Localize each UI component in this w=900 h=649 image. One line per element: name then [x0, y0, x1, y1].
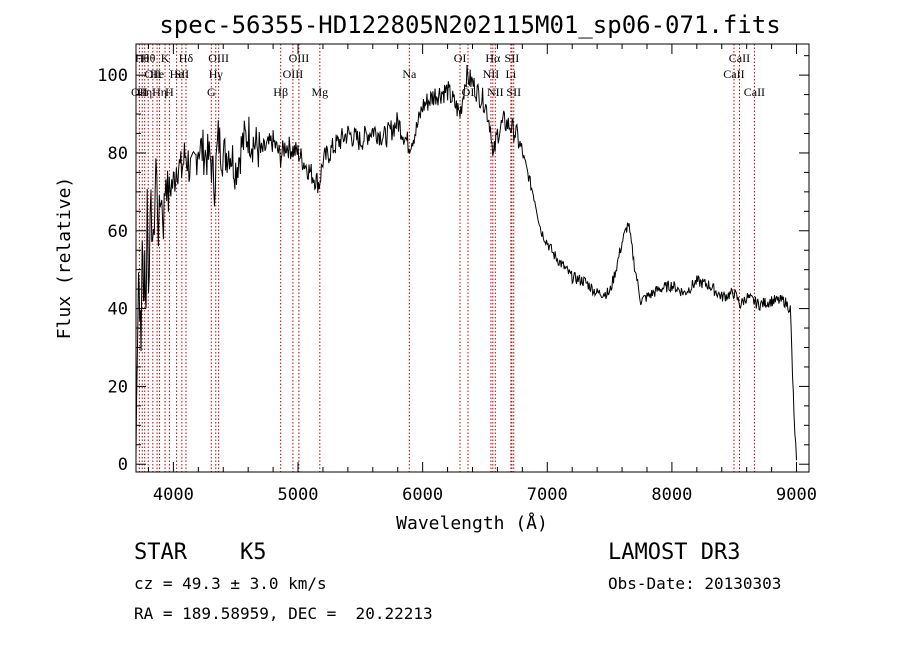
- y-tick-label: 100: [97, 66, 128, 86]
- y-tick-label: 0: [118, 455, 128, 475]
- spectral-line-label: SII: [506, 85, 521, 99]
- spectral-line-label: G: [207, 85, 216, 99]
- spectral-line-label: OII: [144, 67, 161, 81]
- spectral-line-label: CaII: [723, 67, 744, 81]
- x-tick-label: 6000: [402, 485, 443, 505]
- y-axis-ticks: 0 20 40 60 80 100: [97, 55, 809, 475]
- object-class: STAR: [134, 540, 187, 565]
- spectral-line-label: Hη: [137, 85, 152, 99]
- object-subclass: K5: [240, 540, 267, 565]
- spectral-line-label: He: [150, 67, 164, 81]
- x-tick-label: 8000: [651, 485, 692, 505]
- x-tick-label: 4000: [153, 485, 194, 505]
- spectral-line-label: Mg: [311, 85, 328, 99]
- spectral-line-label: OIII: [283, 67, 304, 81]
- spectral-line-label: He: [170, 67, 184, 81]
- spectral-line-label: Li: [506, 67, 517, 81]
- y-tick-label: 20: [108, 377, 128, 397]
- x-axis-label: Wavelength (Å): [396, 512, 548, 534]
- coordinates: RA = 189.58959, DEC = 20.22213: [134, 604, 433, 623]
- spectral-line-label: CaII: [744, 85, 765, 99]
- spectral-line-label: OII: [131, 85, 148, 99]
- spectral-line-label: NII: [483, 67, 500, 81]
- spectral-line-label: Hγ: [209, 67, 224, 81]
- spectral-line-label: Hβ: [273, 85, 288, 99]
- survey-name: LAMOST DR3: [608, 540, 741, 565]
- spectral-line-labels: OIIHθHηHθOIIHeHηKHHeSIIHδGHγOIIIHβOIIIOI…: [131, 51, 765, 99]
- spectral-line-label: Hθ: [141, 51, 156, 65]
- y-tick-label: 40: [108, 300, 128, 320]
- spectral-line-label: K: [161, 51, 170, 65]
- plot-frame: [135, 43, 810, 473]
- spectral-line-label: CaII: [729, 51, 750, 65]
- spectral-line-label: H: [165, 85, 174, 99]
- spectral-line-label: Hδ: [179, 51, 194, 65]
- x-axis-ticks: 4000 5000 6000 7000 8000 9000: [147, 44, 817, 505]
- spectral-line-label: Hη: [152, 85, 167, 99]
- y-tick-label: 80: [108, 144, 128, 164]
- spectral-line-label: Hθ: [135, 51, 150, 65]
- chart-title: spec-56355-HD122805N202115M01_sp06-071.f…: [159, 11, 780, 39]
- spectral-line-label: NII: [487, 85, 504, 99]
- y-tick-label: 60: [108, 222, 128, 242]
- spectral-line-label: SII: [505, 51, 520, 65]
- spectral-line-label: SII: [175, 67, 190, 81]
- spectral-line-markers: [138, 44, 755, 472]
- spectral-line-label: Na: [402, 67, 417, 81]
- spectral-line-label: OIII: [289, 51, 310, 65]
- spectral-line-label: OI: [454, 51, 467, 65]
- x-tick-label: 7000: [527, 485, 568, 505]
- spectral-line-label: OIII: [208, 51, 229, 65]
- y-axis-label: Flux (relative): [54, 177, 75, 340]
- spectrum-line: [135, 64, 797, 461]
- x-tick-label: 5000: [278, 485, 319, 505]
- redshift-velocity: cz = 49.3 ± 3.0 km/s: [134, 574, 327, 593]
- x-tick-label: 9000: [776, 485, 817, 505]
- observation-date: Obs-Date: 20130303: [608, 574, 782, 593]
- spectral-line-label: Hα: [485, 51, 501, 65]
